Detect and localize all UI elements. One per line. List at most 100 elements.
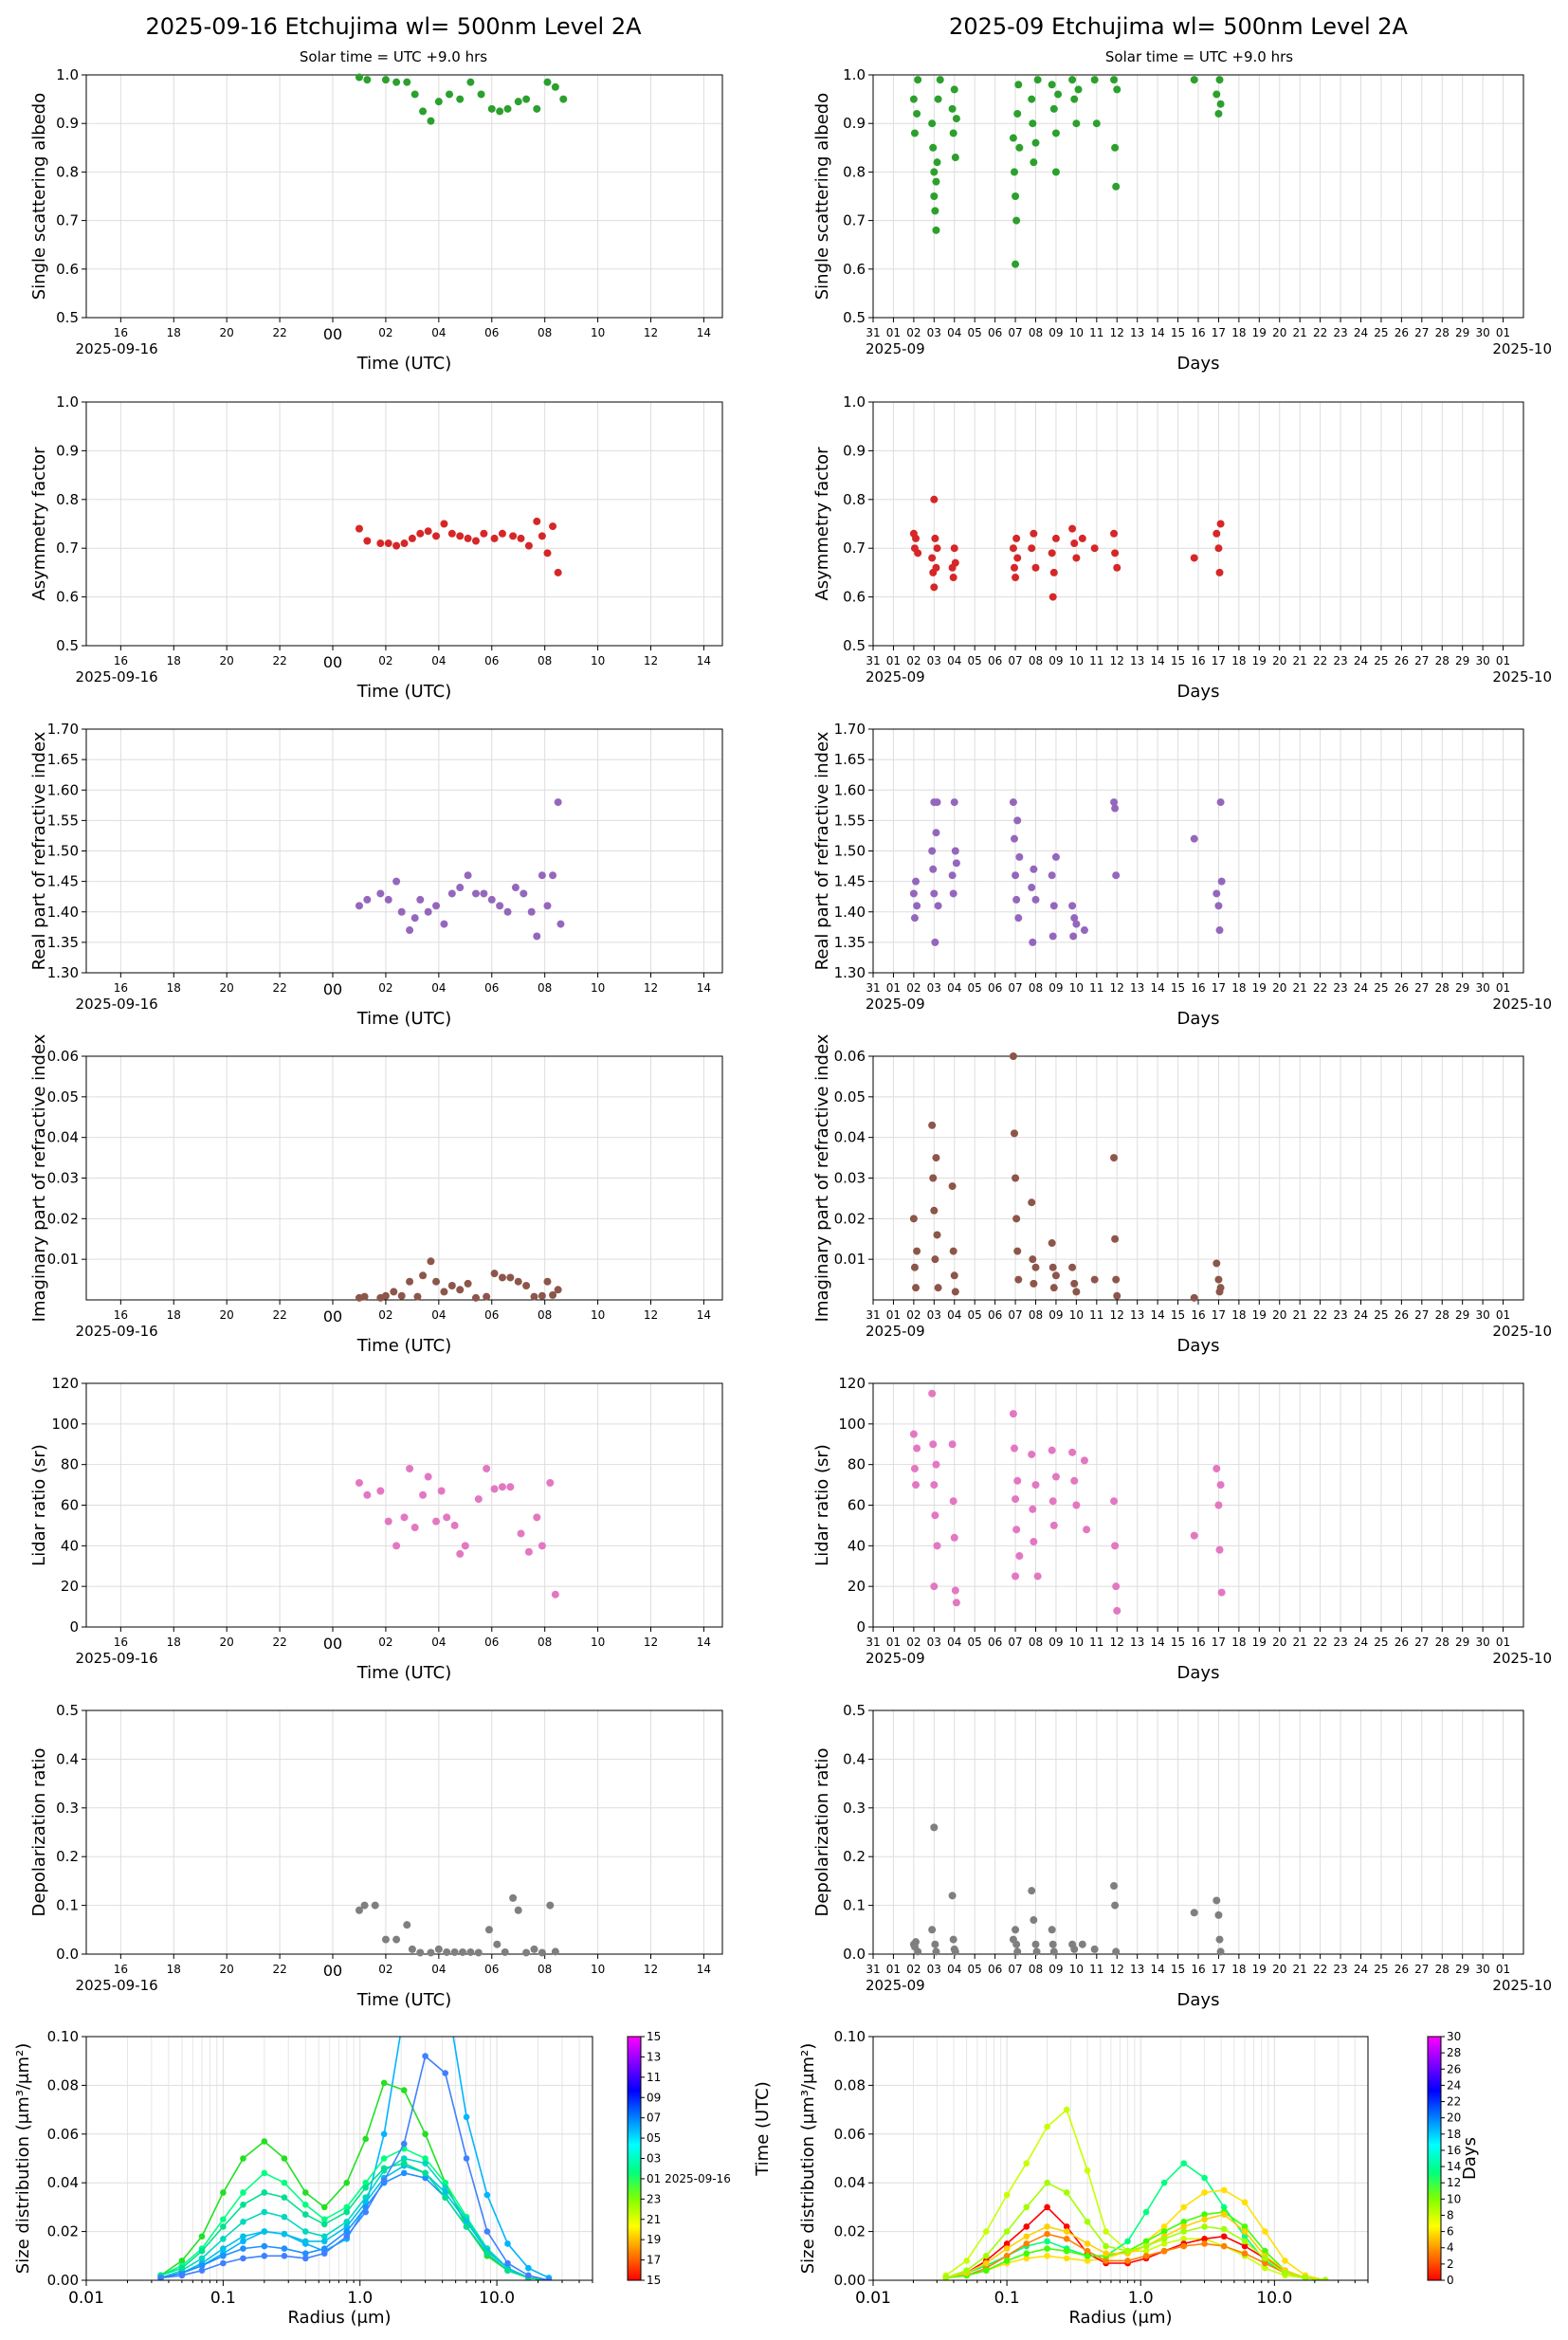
x-tick-label: 07 — [1008, 981, 1022, 995]
x-tick-label: 23 — [1333, 1963, 1347, 1976]
series-point — [380, 2079, 388, 2087]
x-tick-label: 17 — [1212, 1636, 1226, 1649]
data-point — [1072, 554, 1081, 562]
data-point — [1112, 1947, 1121, 1956]
data-point — [363, 76, 372, 84]
y-tick-label: 0.02 — [834, 1210, 866, 1227]
x-tick-label: 12 — [644, 1963, 658, 1976]
data-point — [951, 558, 959, 567]
x-tick-label: 17 — [1212, 981, 1226, 995]
data-point — [437, 1487, 446, 1495]
series-point — [1003, 2258, 1011, 2264]
left-title: 2025-09-16 Etchujima wl= 500nm Level 2A — [145, 13, 642, 40]
data-point — [932, 829, 940, 837]
data-point — [559, 95, 568, 103]
x-tick-label: 25 — [1374, 981, 1388, 995]
series-point — [1262, 2264, 1268, 2272]
x-tick-label: 21 — [1293, 981, 1307, 995]
x-tick-label: 06 — [484, 1308, 499, 1322]
data-point — [432, 1517, 441, 1526]
series-point — [301, 2189, 309, 2196]
series-point — [240, 2233, 246, 2240]
panel-asy_month: 31 01 02 03 04 05 06 07 08 09 10 11 12 13 14 15 16 17 18 19… — [812, 393, 1552, 702]
data-point — [381, 76, 390, 84]
series-point — [281, 2213, 288, 2221]
series-point — [1282, 2269, 1288, 2276]
panel-rri_month: 31 01 02 03 04 05 06 07 08 09 10 11 12 13 14 15 16 17 18 19… — [812, 721, 1552, 1029]
series-point — [1063, 2255, 1070, 2262]
x-axis-label: Radius (μm) — [287, 2308, 391, 2328]
data-point — [928, 1926, 937, 1934]
x-tick-label: 00 — [323, 1962, 342, 1980]
series-point — [1044, 2245, 1050, 2252]
series-point — [1023, 2203, 1030, 2211]
series-point — [422, 2130, 428, 2138]
data-point — [1070, 1476, 1079, 1485]
series-point — [1023, 2250, 1030, 2258]
data-point — [546, 1901, 555, 1910]
data-point — [1012, 1495, 1020, 1504]
x-tick-label: 28 — [1435, 654, 1449, 667]
data-point — [1080, 1456, 1088, 1465]
y-tick-label: 0.06 — [47, 2126, 79, 2143]
data-point — [483, 1292, 491, 1301]
series-point — [1220, 2211, 1228, 2218]
x-tick-label: 22 — [1313, 1636, 1327, 1649]
data-point — [1029, 1255, 1037, 1264]
data-point — [474, 1948, 483, 1957]
data-point — [913, 1247, 921, 1255]
series-point — [442, 2194, 449, 2201]
data-point — [930, 583, 939, 592]
data-point — [355, 902, 363, 910]
data-point — [1028, 544, 1036, 553]
colorbar-tick-label: 4 — [1447, 2241, 1454, 2255]
series-point — [1063, 2189, 1070, 2196]
x-tick-label: 17 — [1212, 654, 1226, 667]
x-tick-label: 21 — [1293, 1636, 1307, 1649]
series-group — [942, 2106, 1329, 2280]
x-tick-label: 30 — [1475, 981, 1489, 995]
data-point — [1070, 95, 1079, 103]
x-tick-label: 08 — [538, 981, 552, 995]
series-point — [1160, 2179, 1168, 2186]
series-point — [362, 2185, 370, 2191]
x-tick-label: 16 — [114, 654, 128, 667]
plot-frame — [872, 401, 1524, 647]
series-point — [982, 2228, 990, 2235]
data-point — [461, 1542, 469, 1550]
data-point — [363, 1490, 372, 1499]
data-point — [434, 98, 443, 106]
y-tick-label: 0.7 — [56, 212, 79, 229]
data-point — [450, 1947, 459, 1956]
data-point — [1214, 109, 1223, 118]
data-point — [554, 798, 562, 807]
series-point — [301, 2202, 309, 2208]
date-label: 2025-09-16 — [76, 1323, 158, 1340]
data-point — [1070, 914, 1079, 923]
series-point — [400, 2087, 408, 2093]
y-tick-label: 0.08 — [834, 2076, 866, 2093]
x-tick-label: 26 — [1395, 1308, 1409, 1322]
y-tick-label: 1.0 — [56, 66, 79, 83]
data-point — [934, 1284, 942, 1292]
y-tick-label: 0.02 — [47, 1210, 79, 1227]
data-point — [1049, 104, 1058, 113]
data-point — [910, 1464, 919, 1472]
data-point — [440, 520, 448, 528]
data-point — [543, 549, 552, 558]
x-tick-label: 16 — [114, 326, 128, 339]
x-tick-label: 01 — [886, 1308, 901, 1322]
data-point — [554, 568, 562, 576]
x-tick-label: 03 — [927, 654, 941, 667]
data-point — [1009, 544, 1017, 553]
y-tick-label: 1.0 — [56, 393, 79, 411]
data-point — [1030, 865, 1038, 873]
data-point — [381, 1291, 390, 1300]
x-tick-label: 06 — [988, 1963, 1002, 1976]
colorbar-bar — [1427, 2036, 1442, 2281]
data-point — [1048, 1926, 1056, 1934]
data-point — [930, 1206, 939, 1215]
data-point — [909, 889, 918, 898]
month-start-label: 2025-09 — [866, 668, 925, 686]
data-point — [392, 541, 401, 550]
